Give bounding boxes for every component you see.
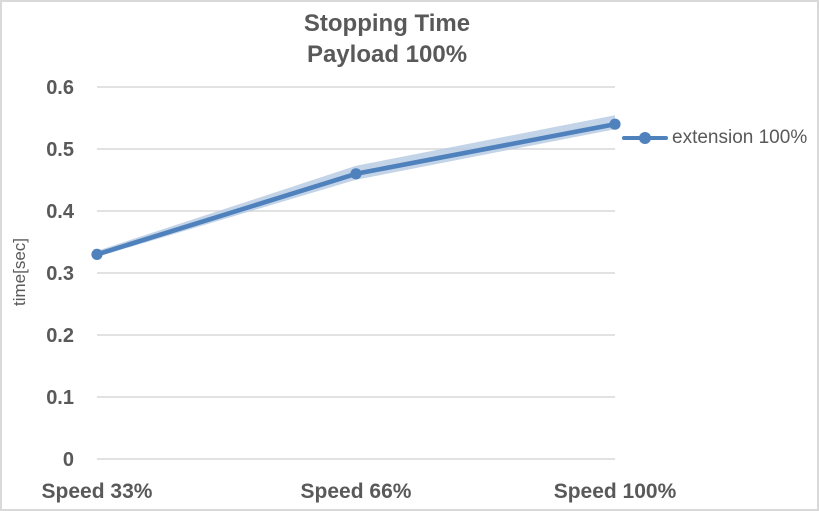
legend-line-marker-icon [622,132,668,145]
x-category-label: Speed 100% [554,480,677,503]
y-tick-label: 0.5 [46,139,74,161]
legend-series-label: extension 100% [672,127,808,148]
x-category-label: Speed 33% [42,480,153,503]
y-tick-label: 0.6 [46,77,74,99]
data-point-marker[interactable] [350,168,362,180]
y-tick-label: 0.1 [46,387,74,409]
y-axis-title[interactable]: time[sec] [10,237,29,307]
legend[interactable]: extension 100% [622,125,807,151]
x-category-label: Speed 66% [301,480,412,503]
y-tick-label: 0.4 [46,201,75,223]
data-point-marker[interactable] [91,248,103,260]
y-tick-label: 0.2 [46,325,74,347]
y-tick-label: 0 [63,449,74,471]
chart-title-line2: Payload 100% [306,41,468,68]
legend-dot-icon [639,132,651,144]
chart-title[interactable]: Stopping Time Payload 100% [2,8,772,70]
series-glow-band [97,115,615,257]
y-tick-label: 0.3 [46,263,74,285]
chart-title-line1: Stopping Time [303,10,471,37]
data-point-marker[interactable] [609,118,621,130]
